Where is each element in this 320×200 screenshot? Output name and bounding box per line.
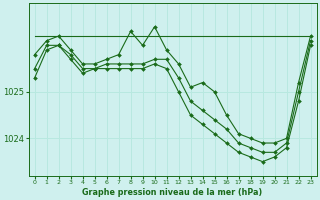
X-axis label: Graphe pression niveau de la mer (hPa): Graphe pression niveau de la mer (hPa) <box>83 188 263 197</box>
